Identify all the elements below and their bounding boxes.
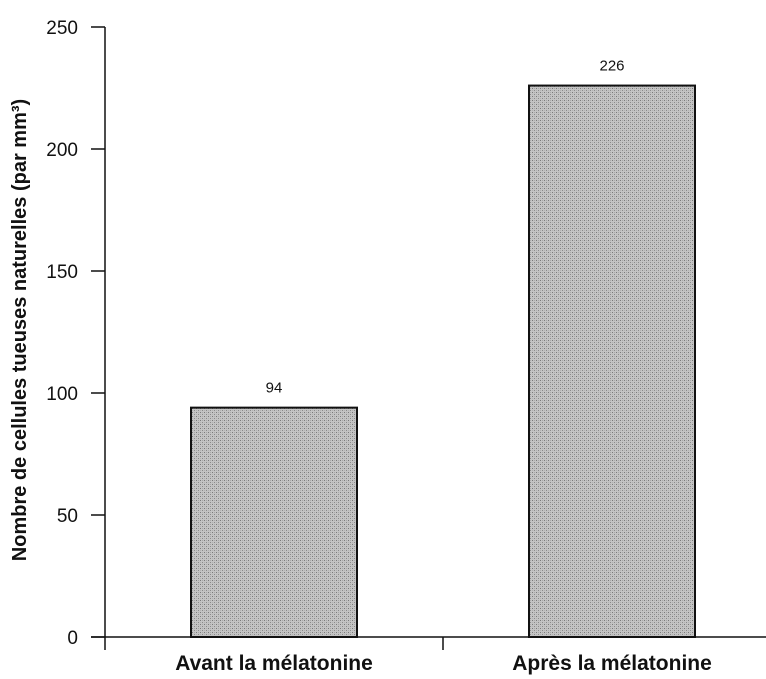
- data-label-1: 94: [266, 380, 283, 397]
- y-tick-label: 0: [67, 628, 78, 649]
- y-tick-label: 150: [46, 262, 78, 283]
- x-axis: [91, 636, 766, 650]
- bars: [190, 84, 696, 639]
- bar-2: [528, 84, 696, 638]
- category-labels: Avant la mélatonine Après la mélatonine: [175, 652, 712, 675]
- data-labels: 94 226: [266, 58, 625, 397]
- bar-1: [190, 406, 358, 639]
- y-axis-title: Nombre de cellules tueuses naturelles (p…: [9, 99, 31, 561]
- category-label-2: Après la mélatonine: [512, 652, 712, 675]
- y-tick-label: 50: [57, 506, 78, 527]
- y-tick-label: 250: [46, 18, 78, 39]
- y-tick-label: 100: [46, 384, 78, 405]
- y-ticks: 0 50 100 150 200 250: [46, 18, 105, 649]
- data-label-2: 226: [599, 58, 624, 75]
- y-tick-label: 200: [46, 140, 78, 161]
- category-label-1: Avant la mélatonine: [175, 652, 373, 675]
